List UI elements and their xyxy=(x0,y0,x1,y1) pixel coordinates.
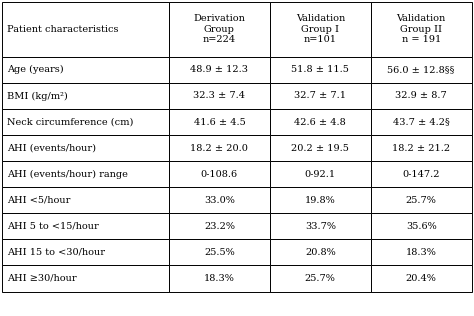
Text: 25.7%: 25.7% xyxy=(305,274,336,283)
Bar xyxy=(270,265,371,291)
Bar xyxy=(169,213,270,240)
Bar xyxy=(371,2,472,57)
Text: AHI <5/hour: AHI <5/hour xyxy=(7,196,71,205)
Text: 33.0%: 33.0% xyxy=(204,196,235,205)
Bar xyxy=(270,213,371,240)
Text: 20.2 ± 19.5: 20.2 ± 19.5 xyxy=(292,144,349,153)
Text: 0-108.6: 0-108.6 xyxy=(201,170,238,179)
Bar xyxy=(371,265,472,291)
Bar xyxy=(371,57,472,83)
Text: 43.7 ± 4.2§: 43.7 ± 4.2§ xyxy=(393,118,450,126)
Text: 18.2 ± 21.2: 18.2 ± 21.2 xyxy=(392,144,450,153)
Text: 25.7%: 25.7% xyxy=(406,196,437,205)
Bar xyxy=(2,2,169,57)
Bar xyxy=(2,240,169,265)
Text: Validation
Group I
n=101: Validation Group I n=101 xyxy=(296,14,345,44)
Text: 51.8 ± 11.5: 51.8 ± 11.5 xyxy=(292,65,349,74)
Bar xyxy=(2,57,169,83)
Bar xyxy=(371,240,472,265)
Text: 32.9 ± 8.7: 32.9 ± 8.7 xyxy=(395,92,447,100)
Bar xyxy=(270,135,371,161)
Text: 32.7 ± 7.1: 32.7 ± 7.1 xyxy=(294,92,346,100)
Text: Patient characteristics: Patient characteristics xyxy=(7,25,118,34)
Text: Validation
Group II
n = 191: Validation Group II n = 191 xyxy=(397,14,446,44)
Text: 18.3%: 18.3% xyxy=(204,274,235,283)
Bar xyxy=(270,161,371,187)
Bar xyxy=(2,135,169,161)
Bar xyxy=(169,265,270,291)
Bar xyxy=(2,265,169,291)
Text: AHI ≥30/hour: AHI ≥30/hour xyxy=(7,274,77,283)
Text: BMI (kg/m²): BMI (kg/m²) xyxy=(7,91,68,100)
Bar xyxy=(270,57,371,83)
Text: 33.7%: 33.7% xyxy=(305,222,336,231)
Bar xyxy=(169,57,270,83)
Bar xyxy=(169,240,270,265)
Text: 20.8%: 20.8% xyxy=(305,248,336,257)
Bar xyxy=(169,135,270,161)
Text: 18.3%: 18.3% xyxy=(406,248,437,257)
Text: Age (years): Age (years) xyxy=(7,65,64,75)
Text: 25.5%: 25.5% xyxy=(204,248,235,257)
Bar xyxy=(169,83,270,109)
Text: AHI 15 to <30/hour: AHI 15 to <30/hour xyxy=(7,248,105,257)
Text: 42.6 ± 4.8: 42.6 ± 4.8 xyxy=(294,118,346,126)
Text: 56.0 ± 12.8§§: 56.0 ± 12.8§§ xyxy=(387,65,455,74)
Text: 35.6%: 35.6% xyxy=(406,222,437,231)
Bar xyxy=(169,187,270,213)
Bar xyxy=(2,213,169,240)
Bar xyxy=(371,187,472,213)
Text: 18.2 ± 20.0: 18.2 ± 20.0 xyxy=(191,144,248,153)
Text: AHI 5 to <15/hour: AHI 5 to <15/hour xyxy=(7,222,99,231)
Bar xyxy=(2,161,169,187)
Bar xyxy=(270,83,371,109)
Bar xyxy=(371,213,472,240)
Text: Neck circumference (cm): Neck circumference (cm) xyxy=(7,118,134,126)
Text: 0-92.1: 0-92.1 xyxy=(305,170,336,179)
Bar xyxy=(169,161,270,187)
Bar xyxy=(270,240,371,265)
Bar xyxy=(270,2,371,57)
Bar xyxy=(371,135,472,161)
Text: AHI (events/hour) range: AHI (events/hour) range xyxy=(7,170,128,179)
Bar xyxy=(371,83,472,109)
Text: 0-147.2: 0-147.2 xyxy=(402,170,440,179)
Text: 23.2%: 23.2% xyxy=(204,222,235,231)
Text: Derivation
Group
n=224: Derivation Group n=224 xyxy=(193,14,246,44)
Bar xyxy=(169,2,270,57)
Bar xyxy=(270,109,371,135)
Bar xyxy=(371,161,472,187)
Text: 41.6 ± 4.5: 41.6 ± 4.5 xyxy=(193,118,245,126)
Bar xyxy=(2,187,169,213)
Text: 32.3 ± 7.4: 32.3 ± 7.4 xyxy=(193,92,246,100)
Text: 20.4%: 20.4% xyxy=(406,274,437,283)
Bar xyxy=(2,83,169,109)
Text: AHI (events/hour): AHI (events/hour) xyxy=(7,144,96,153)
Bar xyxy=(2,109,169,135)
Bar xyxy=(371,109,472,135)
Bar xyxy=(270,187,371,213)
Bar xyxy=(169,109,270,135)
Text: 48.9 ± 12.3: 48.9 ± 12.3 xyxy=(191,65,248,74)
Text: 19.8%: 19.8% xyxy=(305,196,336,205)
